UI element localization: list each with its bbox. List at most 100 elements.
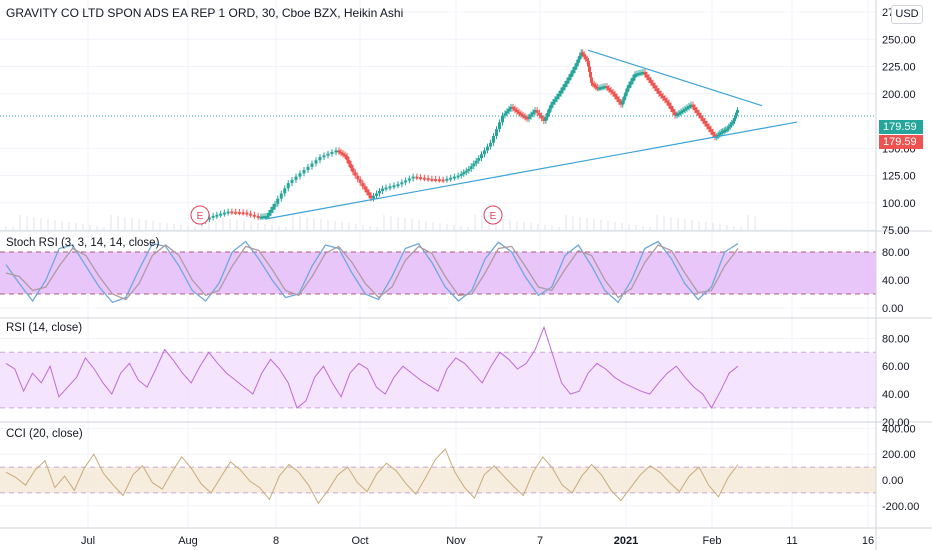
y-tick-label: 200.00 — [882, 449, 916, 461]
price-candle — [699, 115, 703, 119]
price-candle — [252, 214, 256, 217]
price-candle — [609, 89, 613, 92]
price-candle — [621, 100, 625, 105]
price-candle — [483, 150, 486, 155]
price-candle — [498, 122, 501, 130]
price-candle — [661, 95, 665, 99]
price-candle — [375, 193, 378, 196]
price-candle — [415, 176, 419, 179]
price-candle — [695, 110, 699, 113]
price-candle — [273, 203, 277, 207]
price-candle — [343, 154, 347, 157]
price-candle — [349, 164, 353, 169]
price-candle — [256, 215, 260, 218]
price-candle — [407, 178, 411, 181]
y-tick-label: 40.00 — [882, 275, 910, 287]
price-candle — [693, 107, 697, 111]
price-candle — [663, 98, 667, 101]
price-candle — [326, 153, 330, 156]
price-candle — [703, 121, 707, 124]
price-candle — [540, 115, 544, 119]
price-candle — [527, 116, 531, 119]
price-candle — [437, 179, 441, 182]
price-candle — [597, 87, 601, 90]
price-candle — [607, 88, 611, 91]
earnings-event-label: E — [197, 211, 204, 222]
rsi-title: RSI (14, close) — [6, 322, 83, 334]
price-candle — [651, 82, 655, 86]
price-candle — [681, 110, 685, 113]
price-candle — [434, 179, 438, 182]
price-candle — [673, 112, 677, 116]
price-candle — [302, 170, 306, 174]
price-candle — [736, 110, 739, 113]
price-candle — [589, 71, 592, 78]
x-tick-label: Jul — [81, 535, 95, 547]
x-tick-label: 16 — [862, 535, 874, 547]
chart-title: GRAVITY CO LTD SPON ADS EA REP 1 ORD, 30… — [6, 6, 404, 20]
price-candle — [575, 62, 579, 67]
price-candle — [595, 86, 599, 89]
price-candle — [378, 191, 381, 194]
price-candle — [718, 133, 722, 136]
x-tick-label: 11 — [786, 535, 797, 547]
price-candle — [689, 104, 693, 107]
currency-button[interactable]: USD — [891, 5, 923, 24]
price-candle — [222, 212, 226, 215]
price-candle — [271, 206, 275, 210]
price-candle — [588, 66, 591, 72]
price-candle — [472, 163, 476, 167]
price-candle — [290, 179, 294, 184]
price-candle — [655, 88, 659, 92]
price-candle — [578, 55, 582, 60]
price-candle — [587, 61, 590, 67]
price-candle — [581, 52, 585, 55]
indicator-band — [0, 467, 876, 493]
price-candle — [411, 176, 415, 179]
price-candle — [517, 111, 521, 114]
price-candle — [381, 188, 384, 192]
price-candle — [396, 184, 400, 187]
rsi-line — [5, 325, 739, 409]
y-tick-label: 20.00 — [882, 417, 910, 429]
price-candle — [503, 113, 507, 116]
price-candle — [245, 212, 249, 215]
x-tick-label: 7 — [537, 535, 543, 547]
x-tick-label: 2021 — [614, 535, 638, 547]
price-candle — [492, 135, 495, 143]
price-candle — [733, 118, 736, 121]
price-candle — [384, 187, 388, 190]
price-candle — [601, 86, 605, 89]
price-candle — [627, 84, 631, 89]
price-candle — [388, 186, 392, 189]
price-candle — [306, 166, 310, 171]
price-candle — [241, 212, 245, 215]
cci-title: CCI (20, close) — [6, 428, 83, 440]
price-candle — [590, 77, 593, 83]
price-candle — [551, 101, 555, 105]
price-candle — [452, 176, 456, 179]
price-candle — [480, 154, 483, 159]
price-candle — [537, 112, 541, 116]
price-candle — [553, 99, 557, 102]
price-candle — [624, 92, 628, 97]
x-tick-label: Oct — [351, 535, 368, 547]
price-candle — [267, 212, 271, 216]
price-candle — [441, 179, 445, 182]
price-candle — [259, 216, 263, 219]
price-candle — [633, 74, 637, 78]
y-tick-label: 200.00 — [882, 89, 916, 101]
price-candle — [358, 179, 362, 183]
price-candle — [363, 186, 367, 190]
y-tick-label: 40.00 — [882, 389, 910, 401]
price-candle — [669, 105, 673, 110]
y-tick-label: 75.00 — [882, 225, 910, 237]
price-candle — [215, 214, 219, 217]
x-tick-label: Aug — [178, 535, 198, 547]
price-candle — [334, 150, 338, 153]
price-candle — [211, 215, 215, 218]
price-candle — [464, 170, 468, 173]
price-candle — [629, 81, 633, 85]
price-candle — [345, 155, 349, 160]
